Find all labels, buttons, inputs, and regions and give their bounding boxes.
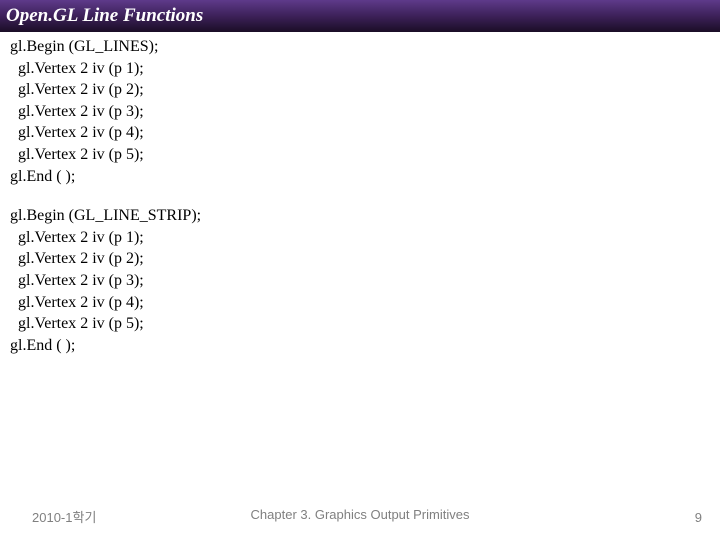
code-line: gl.End ( ); (10, 335, 710, 357)
code-line: gl.End ( ); (10, 166, 710, 188)
slide-content: gl.Begin (GL_LINES); gl.Vertex 2 iv (p 1… (0, 32, 720, 356)
code-line: gl.Vertex 2 iv (p 5); (10, 313, 710, 335)
footer-page-number: 9 (695, 510, 702, 525)
code-line: gl.Vertex 2 iv (p 3); (10, 101, 710, 123)
code-line: gl.Vertex 2 iv (p 4); (10, 122, 710, 144)
code-line: gl.Vertex 2 iv (p 1); (10, 58, 710, 80)
code-line: gl.Vertex 2 iv (p 5); (10, 144, 710, 166)
code-line: gl.Vertex 2 iv (p 1); (10, 227, 710, 249)
code-block-line-strip: gl.Begin (GL_LINE_STRIP); gl.Vertex 2 iv… (10, 205, 710, 356)
slide-header: Open.GL Line Functions (0, 0, 720, 32)
slide-footer: 2010-1학기 Chapter 3. Graphics Output Prim… (0, 507, 720, 526)
footer-left: 2010-1학기 (32, 507, 96, 526)
code-line: gl.Vertex 2 iv (p 3); (10, 270, 710, 292)
slide-title: Open.GL Line Functions (6, 5, 203, 27)
code-line: gl.Begin (GL_LINE_STRIP); (10, 205, 710, 227)
code-block-lines: gl.Begin (GL_LINES); gl.Vertex 2 iv (p 1… (10, 36, 710, 187)
code-line: gl.Vertex 2 iv (p 2); (10, 79, 710, 101)
code-line: gl.Vertex 2 iv (p 4); (10, 292, 710, 314)
footer-center: Chapter 3. Graphics Output Primitives (251, 507, 470, 522)
code-line: gl.Vertex 2 iv (p 2); (10, 248, 710, 270)
code-line: gl.Begin (GL_LINES); (10, 36, 710, 58)
